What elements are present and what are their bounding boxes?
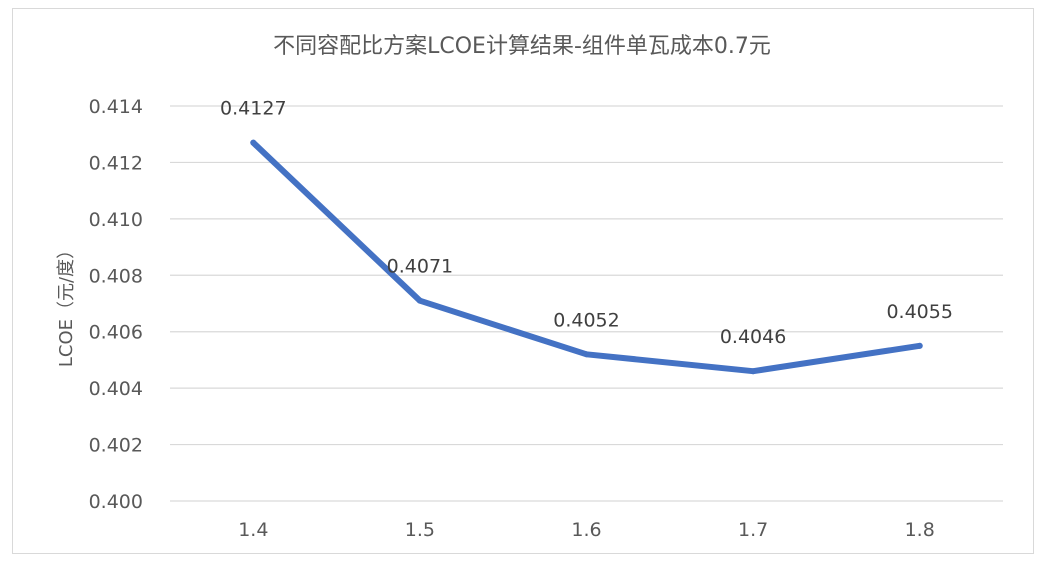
- y-tick-label: 0.400: [89, 491, 143, 513]
- gridlines: [170, 105, 1003, 502]
- data-label: 0.4127: [220, 98, 286, 120]
- y-tick-label: 0.412: [89, 152, 143, 174]
- x-tick-label: 1.8: [905, 519, 935, 541]
- x-tick-label: 1.5: [405, 519, 435, 541]
- chart-frame: [12, 8, 1034, 554]
- data-point: [750, 368, 757, 375]
- y-tick-labels: 0.400 0.402 0.404 0.406 0.408 0.410 0.412 0.414: [89, 96, 143, 513]
- data-label: 0.4052: [553, 309, 619, 331]
- data-label: 0.4071: [387, 256, 453, 278]
- x-tick-label: 1.7: [738, 519, 768, 541]
- y-tick-label: 0.404: [89, 378, 143, 400]
- series-line: [250, 139, 923, 375]
- chart-title: 不同容配比方案LCOE计算结果-组件单瓦成本0.7元: [273, 34, 771, 59]
- x-tick-label: 1.6: [571, 519, 601, 541]
- data-point: [250, 139, 257, 146]
- data-point: [416, 297, 423, 304]
- x-tick-labels: 1.4 1.5 1.6 1.7 1.8: [238, 519, 935, 541]
- y-tick-label: 0.408: [89, 265, 143, 287]
- data-point: [583, 351, 590, 358]
- data-label: 0.4046: [720, 326, 786, 348]
- data-label: 0.4055: [886, 301, 952, 323]
- series-layer: [250, 139, 923, 375]
- y-tick-label: 0.414: [89, 96, 143, 118]
- data-point: [916, 342, 923, 349]
- y-tick-label: 0.402: [89, 435, 143, 457]
- y-tick-label: 0.410: [89, 209, 143, 231]
- y-axis-label: LCOE（元/度）: [56, 241, 77, 367]
- y-tick-label: 0.406: [89, 322, 143, 344]
- data-labels: 0.4127 0.4071 0.4052 0.4046 0.4055: [220, 98, 953, 349]
- x-tick-label: 1.4: [238, 519, 268, 541]
